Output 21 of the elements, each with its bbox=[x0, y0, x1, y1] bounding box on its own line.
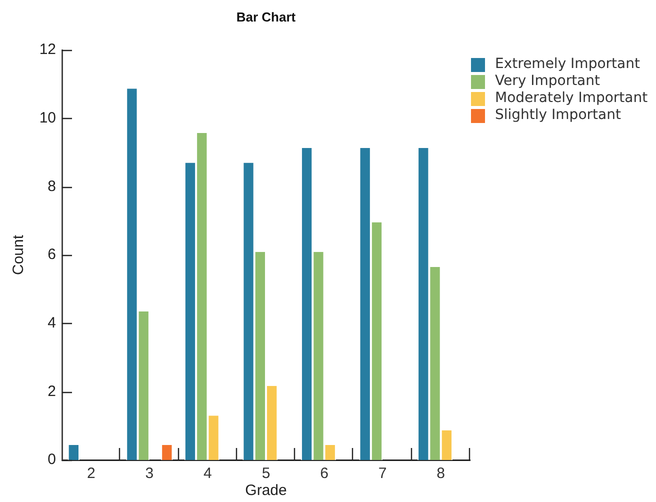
x-tick-label: 2 bbox=[86, 465, 96, 482]
chart-title: Bar Chart bbox=[236, 9, 296, 24]
y-tick-label: 8 bbox=[48, 178, 56, 195]
y-tick-label: 6 bbox=[48, 246, 56, 264]
y-tick-label: 2 bbox=[48, 382, 56, 400]
legend-label: Moderately Important bbox=[495, 90, 648, 107]
x-axis-title: Grade bbox=[245, 482, 287, 500]
x-tick-label: 7 bbox=[378, 465, 387, 482]
y-axis-title: Count bbox=[10, 234, 28, 276]
x-tick-label: 3 bbox=[145, 465, 154, 482]
x-tick-label: 5 bbox=[262, 465, 270, 482]
legend-label: Extremely Important bbox=[495, 56, 640, 73]
y-tick-label: 12 bbox=[39, 41, 56, 58]
legend-label: Very Important bbox=[495, 73, 600, 90]
x-tick-label: 6 bbox=[320, 465, 328, 482]
x-tick-label: 8 bbox=[436, 465, 446, 482]
x-tick-label: 4 bbox=[204, 465, 212, 482]
y-tick-label: 4 bbox=[48, 314, 56, 332]
y-tick-label: 10 bbox=[39, 109, 56, 126]
y-tick-label: 0 bbox=[48, 451, 56, 468]
legend-label: Slightly Important bbox=[495, 107, 621, 124]
